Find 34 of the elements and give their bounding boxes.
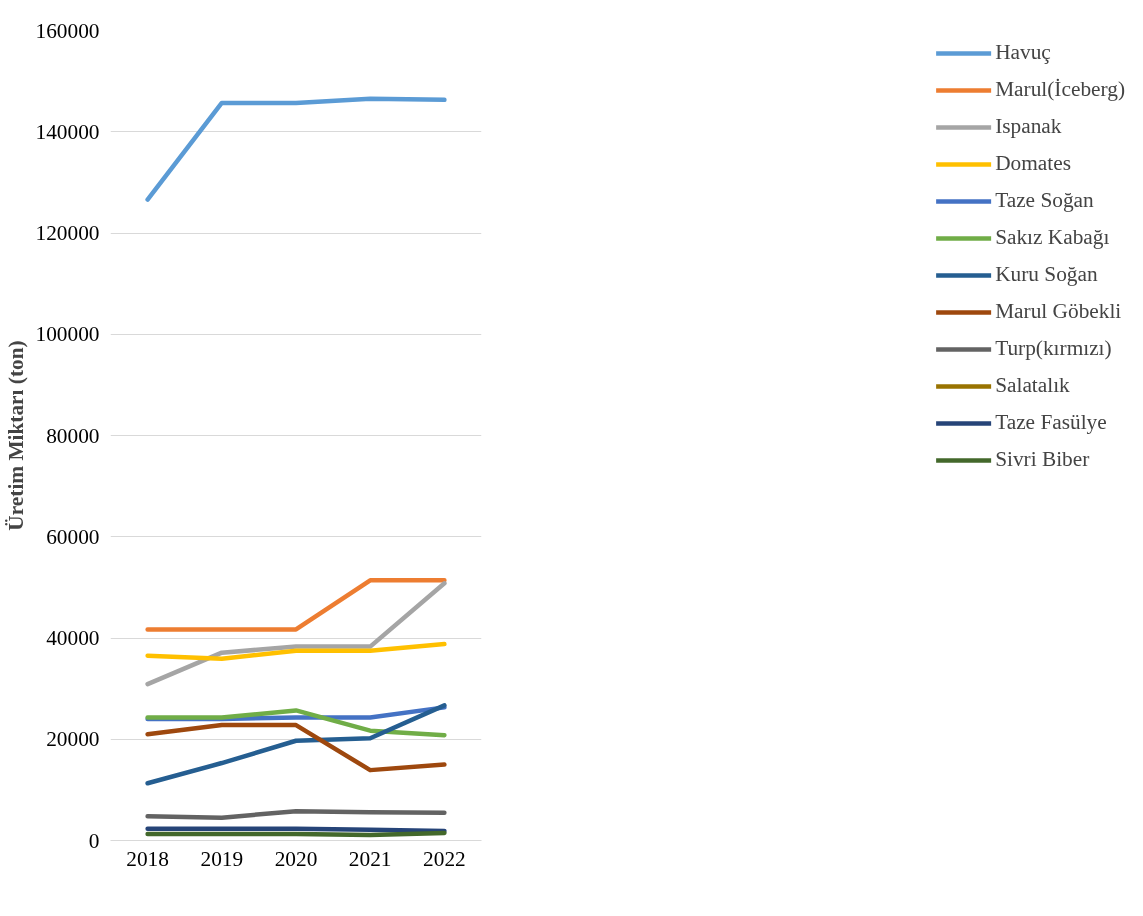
legend-label: Taze Fasülye (995, 410, 1107, 435)
line-series (145, 808, 447, 820)
legend-label: Kuru Soğan (995, 262, 1098, 287)
line-series (145, 708, 447, 738)
legend-label: Marul Göbekli (995, 299, 1122, 324)
x-tick-label: 2020 (274, 846, 318, 871)
line-series (145, 722, 447, 773)
y-tick-label: 0 (88, 828, 100, 853)
legend-label: Havuç (995, 40, 1051, 65)
line-series (145, 96, 447, 202)
x-tick-label: 2019 (200, 846, 244, 871)
line-series (145, 581, 447, 687)
line-series (145, 641, 447, 662)
x-tick-label: 2022 (423, 846, 466, 871)
y-tick-label: 140000 (35, 119, 100, 144)
y-tick-label: 60000 (46, 524, 100, 549)
y-axis-title: Üretim Miktarı (ton) (3, 340, 28, 531)
legend-label: Sakız Kabağı (995, 225, 1110, 250)
legend-label: Domates (995, 151, 1071, 176)
line-series (145, 703, 447, 786)
legend-label: Sivri Biber (995, 447, 1090, 472)
x-tick-label: 2018 (126, 846, 169, 871)
y-tick-label: 80000 (46, 423, 100, 448)
legend-label: Turp(kırmızı) (995, 336, 1112, 361)
legend-label: Ispanak (995, 114, 1062, 139)
x-tick-label: 2021 (348, 846, 392, 871)
legend-label: Salatalık (995, 373, 1070, 398)
y-tick-label: 100000 (35, 322, 100, 347)
legend-label: Taze Soğan (995, 188, 1094, 213)
y-tick-label: 20000 (46, 727, 100, 752)
y-tick-label: 160000 (35, 18, 100, 43)
legend-label: Marul(İceberg) (995, 77, 1125, 102)
y-tick-label: 40000 (46, 626, 100, 650)
y-tick-label: 120000 (35, 221, 100, 245)
